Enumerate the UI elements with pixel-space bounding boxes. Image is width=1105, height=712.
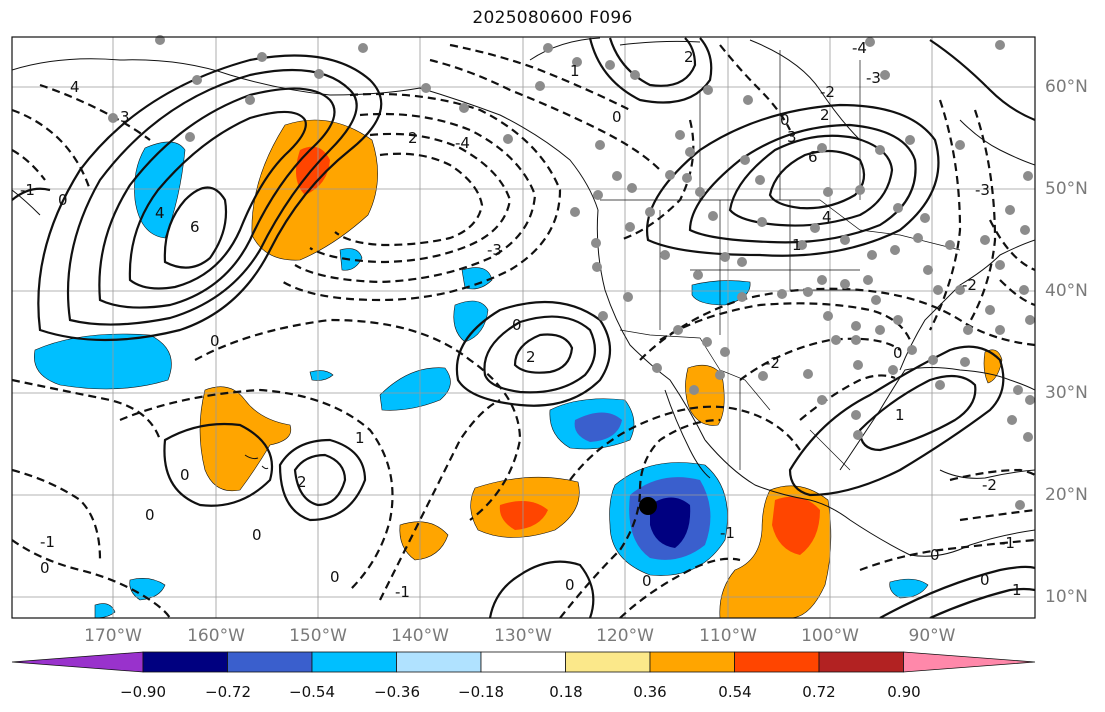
colorbar-tick-label: 0.36 — [633, 683, 667, 701]
contour-label: 2 — [297, 473, 307, 491]
colorbar-tick-label: 0.18 — [549, 683, 583, 701]
station-markers — [108, 35, 1035, 510]
contour-label: 1 — [1012, 581, 1022, 599]
contour-label: 0 — [612, 108, 622, 126]
colorbar-segment — [227, 651, 313, 673]
contour-label: -2 — [765, 354, 780, 372]
contour-label: 2 — [526, 348, 536, 366]
contour-label: 0 — [58, 191, 68, 209]
borders — [600, 50, 961, 471]
contour-label: 0 — [40, 559, 50, 577]
lon-label: 140°W — [391, 626, 449, 646]
colorbar-tick-label: −0.36 — [374, 683, 420, 701]
colorbar — [11, 651, 1036, 673]
contour-label: 1 — [570, 62, 580, 80]
colorbar-tick-label: −0.54 — [289, 683, 335, 701]
contour-label: 0 — [145, 506, 155, 524]
contour-label: 1 — [792, 236, 802, 254]
contour-label: 6 — [190, 218, 200, 236]
lon-label: 110°W — [699, 626, 757, 646]
coastlines — [12, 37, 1035, 557]
lon-label: 160°W — [187, 626, 245, 646]
contour-label: -2 — [982, 476, 997, 494]
contour-label: 3 — [120, 108, 130, 126]
contour-label: 0 — [893, 344, 903, 362]
colorbar-segment — [734, 651, 820, 673]
contour-label: 0 — [780, 111, 790, 129]
contour-label: 4 — [822, 208, 832, 226]
colorbar-segment — [649, 651, 735, 673]
contour-label: 0 — [512, 316, 522, 334]
contour-label: 0 — [330, 568, 340, 586]
map-frame — [11, 36, 1036, 619]
contour-label: 1 — [355, 429, 365, 447]
contour-label: -1 — [395, 583, 410, 601]
colorbar-tick-label: −0.90 — [120, 683, 166, 701]
contour-label: -4 — [852, 39, 867, 57]
contour-label: 0 — [980, 571, 990, 589]
lat-label: 20°N — [1045, 485, 1088, 505]
colorbar-segment — [818, 651, 904, 673]
contour-label: 2 — [408, 129, 418, 147]
colorbar-tick-label: 0.54 — [718, 683, 752, 701]
contour-label: 0 — [930, 546, 940, 564]
contour-label: 1 — [895, 406, 905, 424]
colorbar-extend-high — [903, 651, 1036, 673]
lon-label: 150°W — [289, 626, 347, 646]
lat-label: 10°N — [1045, 587, 1088, 607]
lon-label: 170°W — [84, 626, 142, 646]
colorbar-segment — [480, 651, 566, 673]
contour-label: 2 — [684, 48, 694, 66]
colorbar-tick-label: −0.18 — [458, 683, 504, 701]
lat-label: 30°N — [1045, 383, 1088, 403]
contour-label: -1 — [20, 181, 35, 199]
dashed-contours — [12, 43, 1035, 618]
colorbar-tick-label: −0.72 — [205, 683, 251, 701]
lat-label: 40°N — [1045, 281, 1088, 301]
location-marker — [639, 497, 657, 515]
lat-label: 50°N — [1045, 179, 1088, 199]
colorbar-segment — [311, 651, 397, 673]
lon-label: 100°W — [801, 626, 859, 646]
contour-label: 0 — [642, 572, 652, 590]
colorbar-segment — [142, 651, 228, 673]
contour-label: 2 — [820, 106, 830, 124]
contour-label: -4 — [455, 134, 470, 152]
contour-label: -3 — [975, 181, 990, 199]
contour-label: -2 — [962, 276, 977, 294]
lon-label: 90°W — [908, 626, 956, 646]
colorbar-tick-label: 0.90 — [887, 683, 921, 701]
colorbar-segment — [565, 651, 651, 673]
lon-label: 120°W — [596, 626, 654, 646]
lon-label: 130°W — [494, 626, 552, 646]
contour-label: 6 — [808, 148, 818, 166]
contour-label: 0 — [565, 576, 575, 594]
contour-label: 4 — [155, 204, 165, 222]
contour-label: 0 — [180, 466, 190, 484]
colorbar-extend-low — [11, 651, 144, 673]
contour-label: -3 — [866, 69, 881, 87]
contour-label: -3 — [487, 241, 502, 259]
contour-label: -1 — [40, 533, 55, 551]
contour-label: -2 — [820, 83, 835, 101]
contour-label: 3 — [787, 128, 797, 146]
contour-label: 0 — [252, 526, 262, 544]
contour-label: -1 — [1000, 534, 1015, 552]
contour-labels: 4 3 4 6 0 0 0 -1 0 0 -1 1 2 0 0 -1 2 -4 … — [20, 39, 1022, 601]
lat-label: 60°N — [1045, 77, 1088, 97]
contour-label: 0 — [210, 332, 220, 350]
contour-label: 4 — [70, 78, 80, 96]
map-title: 2025080600 F096 — [472, 8, 633, 28]
contour-label: -1 — [720, 524, 735, 542]
colorbar-segment — [396, 651, 482, 673]
colorbar-tick-label: 0.72 — [802, 683, 836, 701]
